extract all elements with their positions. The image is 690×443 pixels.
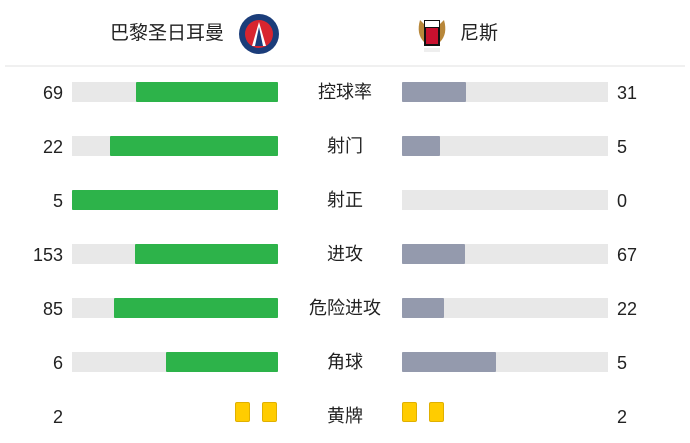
stat-row: 22 射门 5: [0, 132, 690, 162]
home-bar-track: [72, 82, 278, 102]
away-bar-fill: [402, 352, 496, 372]
away-value: 31: [617, 83, 638, 103]
stat-label: 黄牌: [327, 406, 363, 427]
away-value: 5: [617, 353, 628, 373]
home-bar-fill: [135, 82, 278, 102]
home-value: 2: [52, 407, 63, 427]
home-bar-track: [72, 190, 278, 210]
away-bar-track: [402, 352, 608, 372]
away-bar-fill: [402, 244, 465, 264]
away-value: 0: [617, 191, 628, 211]
home-value: 85: [42, 299, 63, 319]
away-bar-track: [402, 82, 608, 102]
away-value: 5: [617, 137, 628, 157]
home-bar-fill: [114, 298, 278, 318]
stat-row: 69 控球率 31: [0, 78, 690, 108]
stat-row-yellow-cards: 2 黄牌 2: [0, 402, 690, 432]
psg-logo-icon: [239, 14, 279, 54]
stat-row: 5 射正 0: [0, 186, 690, 216]
yellow-card-icon: [262, 402, 277, 422]
stat-label: 危险进攻: [309, 298, 381, 319]
home-bar-track: [72, 136, 278, 156]
stat-label: 角球: [327, 352, 363, 373]
stat-row: 6 角球 5: [0, 348, 690, 378]
away-bar-track: [402, 190, 608, 210]
stat-row: 85 危险进攻 22: [0, 294, 690, 324]
home-bar-fill: [165, 352, 278, 372]
away-bar-track: [402, 298, 608, 318]
stat-label: 射门: [327, 136, 363, 157]
away-bar-track: [402, 244, 608, 264]
away-bar-fill: [402, 136, 441, 156]
home-value: 22: [42, 137, 63, 157]
home-value: 6: [52, 353, 63, 373]
away-value: 22: [617, 299, 638, 319]
away-bar-track: [402, 136, 608, 156]
nice-logo-icon: [418, 20, 446, 52]
stat-label: 控球率: [318, 82, 372, 103]
home-bar-fill: [134, 244, 278, 264]
away-value: 67: [617, 245, 638, 265]
yellow-card-icon: [235, 402, 250, 422]
yellow-card-icon: [402, 402, 417, 422]
home-bar-track: [72, 352, 278, 372]
yellow-card-icon: [429, 402, 444, 422]
away-value: 2: [617, 407, 628, 427]
stat-label: 射正: [327, 190, 363, 211]
home-bar-track: [72, 298, 278, 318]
stat-row: 153 进攻 67: [0, 240, 690, 270]
header-divider: [5, 65, 685, 67]
home-team-name: 巴黎圣日耳曼: [110, 22, 225, 44]
stat-label: 进攻: [327, 244, 363, 265]
home-bar-fill: [110, 136, 278, 156]
home-value: 5: [52, 191, 63, 211]
home-value: 69: [42, 83, 63, 103]
away-bar-fill: [402, 82, 466, 102]
away-bar-fill: [402, 298, 445, 318]
home-bar-track: [72, 244, 278, 264]
home-value: 153: [32, 245, 63, 265]
home-bar-fill: [72, 190, 278, 210]
away-team-name: 尼斯: [460, 22, 499, 44]
